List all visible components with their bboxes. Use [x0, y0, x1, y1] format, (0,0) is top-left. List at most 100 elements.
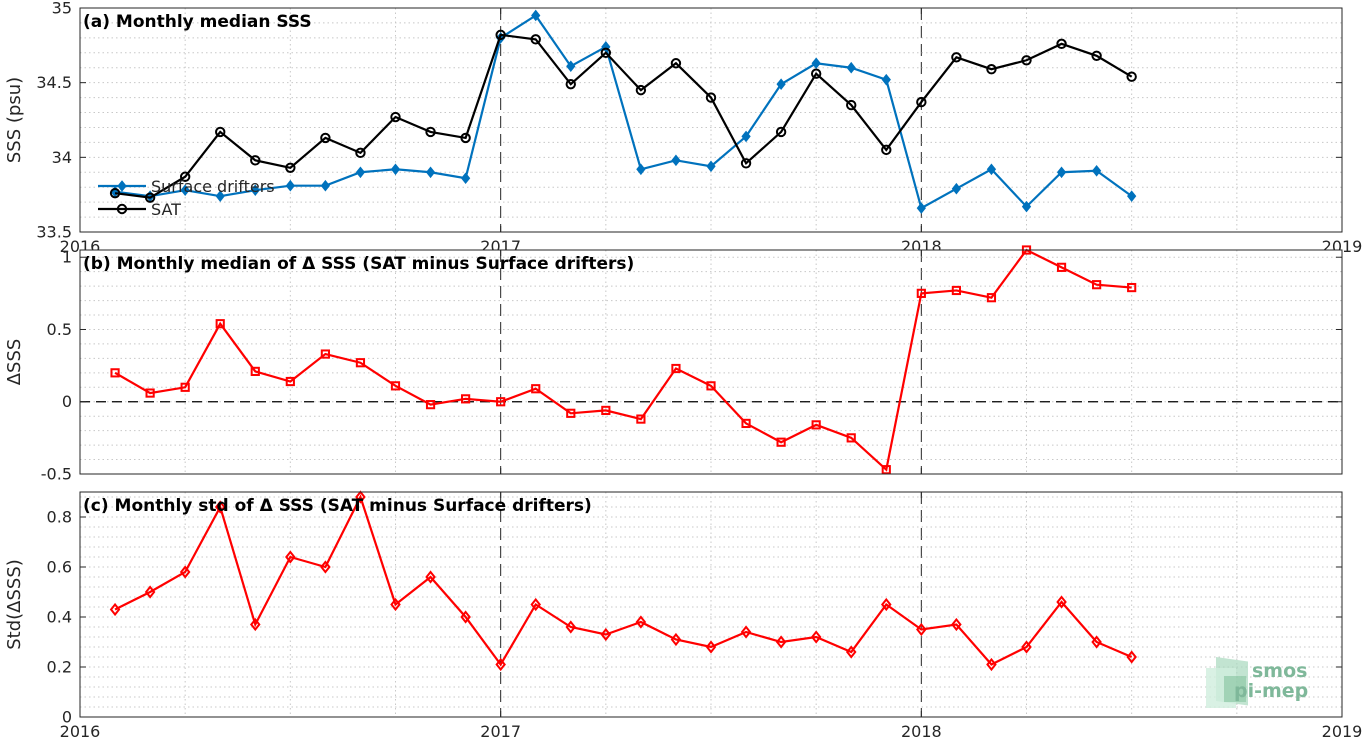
data-point	[740, 158, 752, 169]
x-tick-label: 2019	[1322, 722, 1363, 741]
data-point	[109, 187, 121, 199]
data-point	[144, 585, 156, 599]
legend-label: Surface drifters	[151, 177, 275, 196]
data-point	[671, 363, 681, 374]
data-point	[741, 130, 751, 143]
data-point	[1056, 38, 1067, 50]
data-point	[916, 96, 927, 108]
series-delta-1	[110, 245, 1137, 475]
data-point	[846, 433, 856, 443]
data-point	[355, 147, 366, 159]
data-point	[355, 490, 366, 504]
series-line	[114, 494, 1133, 667]
data-point	[320, 349, 330, 359]
y-tick-label: 0	[62, 392, 72, 411]
data-point	[460, 172, 471, 185]
data-point	[671, 154, 681, 167]
data-point	[1056, 262, 1067, 272]
series-sat	[109, 29, 1137, 203]
y-tick-label: 35	[52, 0, 72, 18]
data-point	[810, 630, 822, 644]
panel-b: -0.5 0 0.5 1 ΔSSS (b) Monthly median of Δ SSS…	[4, 245, 1343, 484]
data-point	[881, 144, 892, 156]
data-point	[705, 640, 717, 654]
series-line	[114, 33, 1133, 199]
data-point	[636, 163, 646, 176]
data-point	[285, 376, 295, 387]
data-point	[565, 78, 576, 90]
data-point	[496, 397, 506, 407]
data-point	[811, 420, 821, 430]
series-surface-drifters	[110, 9, 1137, 214]
data-point	[1126, 71, 1137, 82]
data-point	[285, 162, 296, 173]
data-point	[740, 625, 752, 639]
y-axis-label: ΔSSS	[4, 339, 25, 386]
data-point	[425, 126, 436, 138]
y-tick-label: 34.5	[36, 73, 72, 92]
legend-marker	[116, 203, 128, 215]
logo-mark	[1224, 676, 1246, 702]
axes-frame	[79, 7, 1343, 233]
data-point	[986, 64, 997, 75]
panel-title: (c) Monthly std of Δ SSS (SAT minus Surf…	[83, 496, 592, 516]
data-point	[951, 52, 962, 63]
data-point	[705, 92, 717, 103]
data-point	[355, 358, 366, 368]
data-point	[986, 163, 997, 176]
logo-text: smos	[1252, 660, 1307, 682]
data-point	[986, 293, 997, 303]
data-point	[530, 34, 541, 45]
y-tick-label: 34	[52, 148, 72, 167]
series-line	[114, 13, 1133, 210]
data-point	[600, 47, 612, 58]
data-point	[179, 565, 191, 579]
series-delta-2	[109, 490, 1137, 672]
data-point	[951, 285, 961, 296]
data-point	[846, 99, 857, 111]
y-tick-label: 33.5	[36, 223, 72, 242]
data-point	[320, 560, 331, 574]
data-point	[110, 368, 120, 378]
legend: Surface drifters SAT	[98, 177, 275, 219]
data-point	[635, 84, 647, 96]
data-point	[566, 60, 576, 73]
legend-label: SAT	[151, 200, 181, 219]
data-point	[250, 155, 261, 166]
data-point	[670, 632, 682, 647]
data-point	[285, 179, 295, 192]
y-tick-label: 0.6	[47, 558, 72, 577]
data-point	[845, 645, 857, 659]
data-point	[565, 620, 577, 634]
data-point	[285, 550, 296, 564]
data-point	[495, 657, 506, 672]
data-point	[566, 408, 576, 418]
axes-frame	[79, 249, 1343, 475]
legend-item: SAT	[98, 200, 181, 219]
data-point	[846, 61, 856, 74]
data-point	[951, 182, 962, 195]
y-tick-label: 0.2	[47, 658, 72, 677]
data-point	[109, 602, 121, 617]
data-point	[776, 437, 786, 447]
data-point	[1021, 55, 1032, 66]
logo-text: pi-mep	[1234, 680, 1308, 702]
data-point	[636, 414, 646, 424]
data-point	[881, 73, 891, 86]
data-point	[986, 657, 997, 672]
data-point	[706, 381, 716, 391]
data-point	[461, 394, 471, 404]
data-point	[390, 381, 401, 391]
data-point	[916, 622, 927, 637]
data-point	[1021, 200, 1032, 213]
data-point	[144, 192, 156, 203]
data-point	[180, 382, 190, 392]
data-point	[320, 179, 331, 192]
data-point	[180, 184, 190, 196]
data-point	[179, 171, 191, 182]
data-point	[215, 319, 225, 329]
data-point	[530, 597, 542, 612]
axes-frame	[79, 491, 1343, 718]
data-point	[1056, 166, 1067, 179]
